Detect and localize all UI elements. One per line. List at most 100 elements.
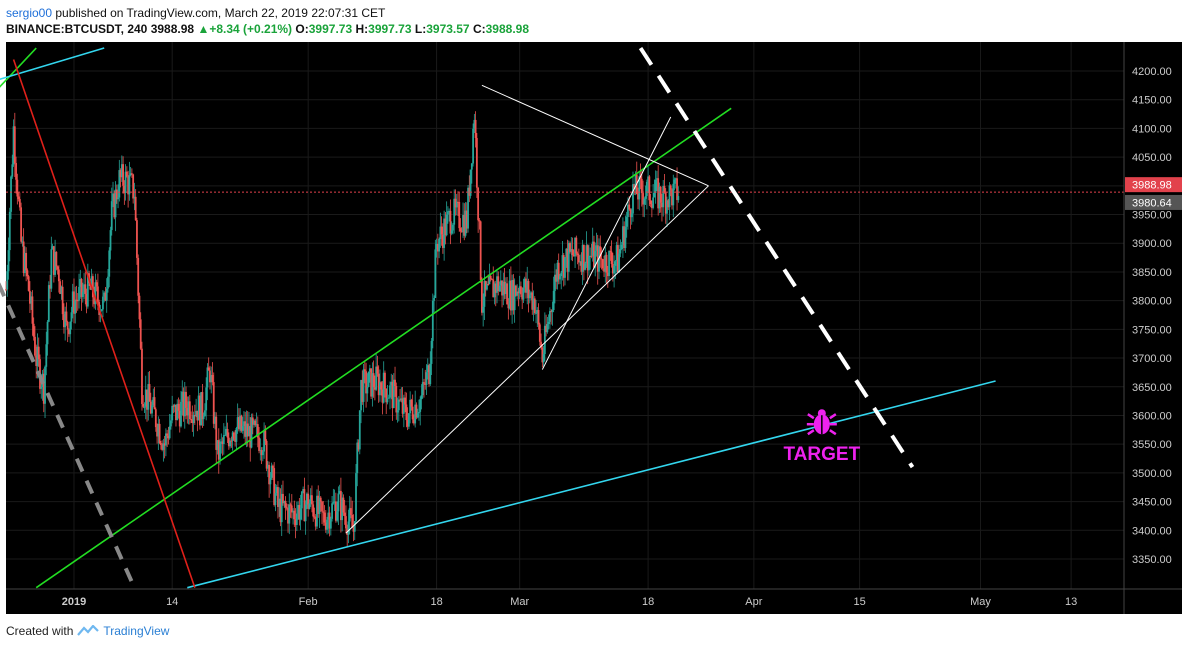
candle-body [158, 423, 161, 444]
candle-body [132, 174, 135, 199]
candle-body [591, 241, 594, 256]
symbol-info: BINANCE:BTCUSDT, 240 3988.98 ▲+8.34 (+0.… [6, 22, 529, 36]
candle-body [672, 183, 675, 206]
candle-body [219, 441, 221, 460]
red-down-line[interactable] [12, 59, 196, 588]
candle-body [514, 285, 517, 296]
candle-body [479, 221, 482, 280]
candle-body [536, 310, 539, 313]
white-wedge-line[interactable] [541, 116, 672, 370]
candle-body [411, 406, 414, 420]
candle-body [555, 274, 558, 282]
author-link[interactable]: sergio00 [6, 6, 53, 20]
candle-body [114, 189, 117, 218]
candle-body [386, 398, 389, 403]
candle-body [131, 173, 133, 175]
candle-body [350, 508, 352, 515]
candle-body [554, 274, 556, 291]
candle-body [238, 417, 240, 430]
candle-body [222, 435, 225, 444]
candle-body [243, 421, 245, 427]
candle-body [240, 415, 243, 431]
candle-body [215, 416, 218, 450]
candle-body [464, 210, 467, 236]
candle-body [234, 438, 237, 442]
cyan-top-line[interactable] [0, 47, 105, 80]
candle-body [47, 285, 50, 322]
candle-body [40, 387, 43, 389]
candle-body [181, 391, 184, 402]
time-tick-label: 13 [1065, 596, 1077, 608]
candle-body [377, 373, 380, 396]
candle-body [197, 395, 200, 421]
candle-body [358, 410, 361, 450]
dashed-white-line[interactable] [638, 46, 915, 469]
candle-body [614, 261, 617, 266]
candle-body [571, 249, 574, 256]
price-tag [1125, 194, 1182, 210]
candle-body [584, 263, 587, 270]
candle-body [674, 178, 677, 180]
candle-body [406, 420, 409, 427]
candle-body [639, 176, 642, 179]
candle-body [127, 176, 130, 195]
candle-body [523, 278, 526, 288]
candle-body [198, 395, 201, 426]
candle-body [293, 510, 296, 520]
green-channel-line[interactable] [35, 107, 732, 589]
cyan-support-line[interactable] [187, 380, 996, 589]
low-label: L: [414, 22, 427, 36]
candle-body [241, 426, 244, 431]
candle-body [94, 282, 97, 305]
candle-body [282, 493, 284, 504]
candle-body [182, 391, 185, 417]
candle-body [16, 179, 19, 197]
candle-body [263, 430, 265, 452]
candle-body [329, 518, 332, 529]
candle-body [104, 292, 107, 301]
candle-body [253, 420, 255, 425]
candle-body [581, 244, 584, 272]
candle-body [469, 169, 472, 196]
candle-body [278, 498, 281, 507]
candle-body [642, 193, 644, 205]
candle-body [488, 275, 491, 285]
candle-body [129, 173, 132, 176]
candle-body [210, 374, 213, 383]
candle-body [298, 505, 301, 520]
candle-body [525, 278, 527, 293]
candle-body [338, 490, 341, 494]
candle-body [425, 372, 428, 385]
price-axis[interactable] [1124, 42, 1182, 614]
white-triangle-upper[interactable] [481, 84, 709, 187]
candle-body [139, 319, 142, 349]
candle-body [522, 287, 525, 300]
candle-body [659, 186, 662, 203]
candle-body [21, 241, 24, 243]
close-value: 3988.98 [485, 22, 530, 36]
white-triangle-lower[interactable] [345, 185, 709, 534]
candle-body [530, 292, 532, 296]
candle-body [260, 450, 263, 456]
grid [6, 42, 1124, 589]
candle-body [582, 244, 585, 270]
candle-body [29, 290, 31, 304]
candle-body [200, 392, 203, 426]
tradingview-brand[interactable]: TradingView [103, 624, 170, 638]
candle-body [652, 197, 655, 208]
candle-body [56, 266, 59, 270]
dashed-gray-line[interactable] [0, 282, 137, 589]
price-tag [1125, 177, 1182, 193]
candle-body [168, 426, 171, 439]
candle-body [506, 283, 508, 305]
drawings [0, 46, 996, 589]
candle-body [8, 211, 11, 251]
candle-body [599, 246, 602, 259]
candle-body [258, 437, 260, 451]
candle-body [246, 423, 249, 437]
candle-body [537, 310, 540, 325]
candle-body [450, 230, 453, 234]
open-label: O: [295, 22, 309, 36]
candle-body [588, 255, 590, 271]
